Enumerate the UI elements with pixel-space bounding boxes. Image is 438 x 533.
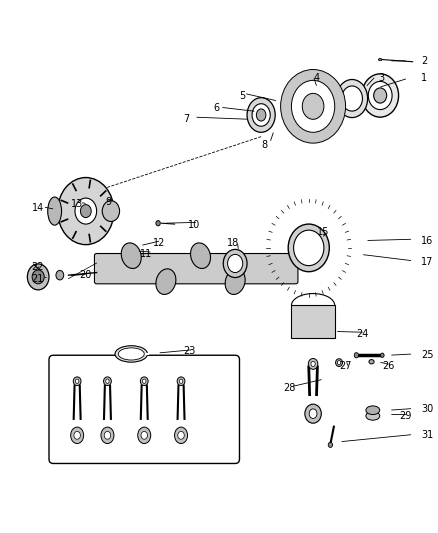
Ellipse shape: [138, 427, 151, 443]
Ellipse shape: [27, 264, 49, 290]
Ellipse shape: [374, 88, 387, 103]
Ellipse shape: [281, 69, 346, 143]
Ellipse shape: [156, 269, 176, 294]
Ellipse shape: [247, 98, 275, 132]
Ellipse shape: [354, 353, 359, 358]
Ellipse shape: [177, 377, 185, 385]
Ellipse shape: [156, 221, 160, 226]
Ellipse shape: [256, 109, 266, 121]
Text: 31: 31: [421, 430, 434, 440]
Text: 8: 8: [261, 140, 267, 150]
Ellipse shape: [48, 197, 62, 225]
Ellipse shape: [309, 409, 317, 418]
Text: 6: 6: [213, 103, 219, 114]
Ellipse shape: [74, 431, 81, 439]
Ellipse shape: [288, 224, 329, 272]
Text: 15: 15: [318, 227, 330, 237]
Text: 23: 23: [183, 346, 196, 356]
Text: 20: 20: [79, 270, 92, 280]
Text: 18: 18: [226, 238, 239, 248]
Ellipse shape: [178, 431, 184, 439]
Ellipse shape: [228, 254, 243, 272]
Text: 22: 22: [32, 262, 44, 271]
Ellipse shape: [302, 93, 324, 119]
Ellipse shape: [179, 379, 183, 383]
Ellipse shape: [140, 377, 148, 385]
Ellipse shape: [252, 104, 270, 126]
Text: 9: 9: [105, 197, 111, 207]
Ellipse shape: [336, 359, 343, 367]
Ellipse shape: [102, 201, 120, 222]
Text: 30: 30: [421, 405, 434, 414]
Ellipse shape: [103, 377, 111, 385]
Text: 3: 3: [378, 73, 384, 83]
Ellipse shape: [73, 377, 81, 385]
Text: 11: 11: [140, 248, 152, 259]
Ellipse shape: [225, 269, 245, 294]
Text: 29: 29: [399, 411, 412, 421]
Ellipse shape: [342, 86, 362, 111]
Ellipse shape: [328, 442, 332, 448]
Text: 27: 27: [339, 361, 352, 371]
Ellipse shape: [311, 361, 315, 367]
Ellipse shape: [141, 431, 148, 439]
Ellipse shape: [75, 198, 97, 224]
Text: 14: 14: [32, 203, 44, 213]
Ellipse shape: [81, 205, 91, 217]
Ellipse shape: [101, 427, 114, 443]
Ellipse shape: [75, 379, 79, 383]
Ellipse shape: [378, 59, 382, 61]
Ellipse shape: [336, 79, 367, 118]
Ellipse shape: [175, 427, 187, 443]
Ellipse shape: [291, 79, 335, 133]
FancyBboxPatch shape: [95, 254, 298, 284]
Text: 21: 21: [32, 274, 44, 285]
Ellipse shape: [121, 243, 141, 269]
Text: 5: 5: [240, 91, 246, 101]
Text: 25: 25: [421, 350, 434, 360]
Ellipse shape: [104, 431, 111, 439]
Bar: [291, 305, 335, 338]
Text: 4: 4: [313, 73, 319, 83]
Ellipse shape: [106, 379, 109, 383]
Ellipse shape: [366, 406, 380, 415]
Ellipse shape: [368, 82, 392, 110]
Ellipse shape: [293, 230, 324, 265]
Ellipse shape: [71, 427, 84, 443]
Ellipse shape: [191, 243, 211, 269]
Text: 12: 12: [153, 238, 165, 248]
Text: 19: 19: [235, 266, 247, 276]
Ellipse shape: [223, 249, 247, 278]
Ellipse shape: [291, 80, 335, 132]
Ellipse shape: [366, 411, 380, 420]
Text: 28: 28: [283, 383, 295, 393]
FancyBboxPatch shape: [49, 356, 240, 464]
Text: 2: 2: [421, 56, 427, 66]
Text: 10: 10: [187, 220, 200, 230]
Ellipse shape: [56, 270, 64, 280]
Text: 24: 24: [357, 329, 369, 338]
Ellipse shape: [369, 360, 374, 364]
Ellipse shape: [337, 361, 341, 365]
Text: 1: 1: [421, 73, 427, 83]
Ellipse shape: [118, 348, 144, 360]
Text: 7: 7: [183, 114, 190, 124]
Ellipse shape: [115, 346, 148, 362]
Ellipse shape: [362, 74, 399, 117]
Text: 16: 16: [421, 236, 434, 246]
Ellipse shape: [308, 359, 318, 369]
Ellipse shape: [127, 248, 132, 255]
Text: 17: 17: [421, 257, 434, 267]
Text: 26: 26: [382, 361, 395, 371]
Ellipse shape: [305, 404, 321, 423]
Ellipse shape: [142, 379, 146, 383]
Ellipse shape: [381, 353, 384, 358]
Text: 13: 13: [71, 199, 83, 209]
Ellipse shape: [58, 177, 114, 245]
Ellipse shape: [32, 270, 44, 284]
